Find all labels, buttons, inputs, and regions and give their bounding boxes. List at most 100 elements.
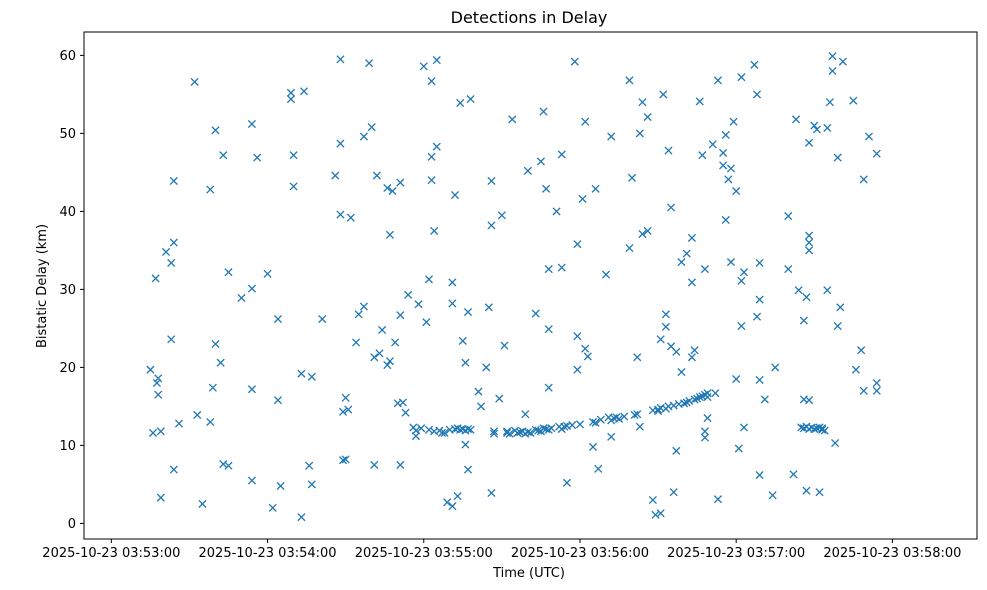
data-point (152, 378, 161, 388)
data-point (463, 424, 473, 434)
data-point (789, 470, 798, 479)
data-point (859, 175, 868, 184)
data-point (607, 432, 616, 441)
data-point (760, 395, 769, 404)
data-point (713, 495, 723, 504)
data-point (643, 112, 652, 122)
data-point (805, 138, 814, 147)
x-tick-label: 2025-10-23 03:58:00 (823, 546, 961, 561)
data-point (391, 338, 400, 347)
data-point (359, 302, 368, 311)
data-point (427, 152, 436, 161)
chart-title: Detections in Delay (451, 8, 608, 27)
data-point (148, 428, 158, 437)
data-point (443, 498, 452, 507)
data-point (823, 123, 832, 132)
data-point (461, 440, 470, 449)
data-point (156, 427, 165, 436)
data-point (805, 246, 814, 255)
data-point (638, 98, 647, 107)
data-point (638, 229, 647, 239)
data-point (484, 303, 493, 312)
data-point (831, 439, 840, 448)
data-point (737, 276, 746, 285)
data-point (872, 149, 881, 158)
data-point (682, 249, 691, 258)
data-point (352, 338, 361, 347)
data-point (508, 115, 517, 124)
data-point (573, 240, 582, 249)
data-point (700, 433, 709, 442)
data-point (489, 429, 499, 438)
data-point (503, 428, 512, 437)
data-point (414, 300, 423, 309)
y-tick-label: 50 (59, 127, 76, 142)
data-point (755, 470, 764, 480)
data-point (557, 263, 566, 272)
data-point (677, 258, 686, 267)
data-point (286, 95, 296, 104)
data-point (667, 203, 676, 212)
data-point (336, 139, 345, 148)
data-point (568, 421, 577, 430)
data-point (523, 428, 532, 437)
data-point (489, 427, 499, 436)
data-point (708, 140, 717, 149)
data-point (432, 56, 441, 65)
data-point (385, 357, 394, 366)
data-point (388, 187, 397, 196)
data-point (557, 150, 566, 159)
data-point (208, 383, 217, 392)
data-point (635, 129, 644, 138)
data-point (539, 107, 548, 116)
data-point (721, 130, 730, 140)
data-point (755, 295, 764, 304)
data-point (318, 314, 327, 324)
data-point (247, 476, 256, 485)
data-point (750, 60, 759, 69)
data-point (687, 353, 696, 362)
data-point (661, 322, 670, 331)
data-point (810, 121, 819, 130)
data-point (700, 265, 709, 274)
data-point (268, 503, 277, 512)
data-point (732, 375, 741, 384)
data-point (289, 151, 298, 160)
data-point (427, 176, 436, 185)
data-point (591, 184, 600, 193)
data-point (625, 244, 634, 253)
data-point (375, 349, 384, 358)
data-point (422, 318, 431, 327)
data-point (354, 310, 363, 319)
x-tick-label: 2025-10-23 03:56:00 (511, 546, 649, 561)
data-point (581, 344, 590, 353)
data-point (872, 386, 881, 395)
data-point (752, 312, 762, 321)
data-point (430, 226, 439, 235)
data-point (534, 426, 543, 435)
data-point (463, 307, 473, 317)
x-tick-label: 2025-10-23 03:55:00 (355, 546, 493, 561)
data-point (417, 424, 426, 433)
data-point (365, 59, 374, 68)
data-point (396, 311, 405, 320)
data-point (219, 151, 228, 160)
x-axis: 2025-10-23 03:53:00 2025-10-23 03:54:00 20… (42, 539, 961, 561)
data-point (383, 183, 392, 193)
data-point (154, 390, 163, 399)
data-point (224, 268, 233, 277)
data-point (437, 428, 447, 437)
data-point (651, 510, 660, 519)
data-point (570, 57, 579, 66)
data-point (755, 258, 764, 267)
data-point (453, 492, 462, 501)
data-point (594, 464, 603, 473)
data-point (849, 96, 858, 105)
data-point (440, 428, 449, 437)
data-point (289, 182, 298, 191)
data-point (581, 117, 590, 126)
data-point (516, 428, 525, 437)
data-point (820, 426, 829, 435)
data-point (151, 274, 160, 283)
